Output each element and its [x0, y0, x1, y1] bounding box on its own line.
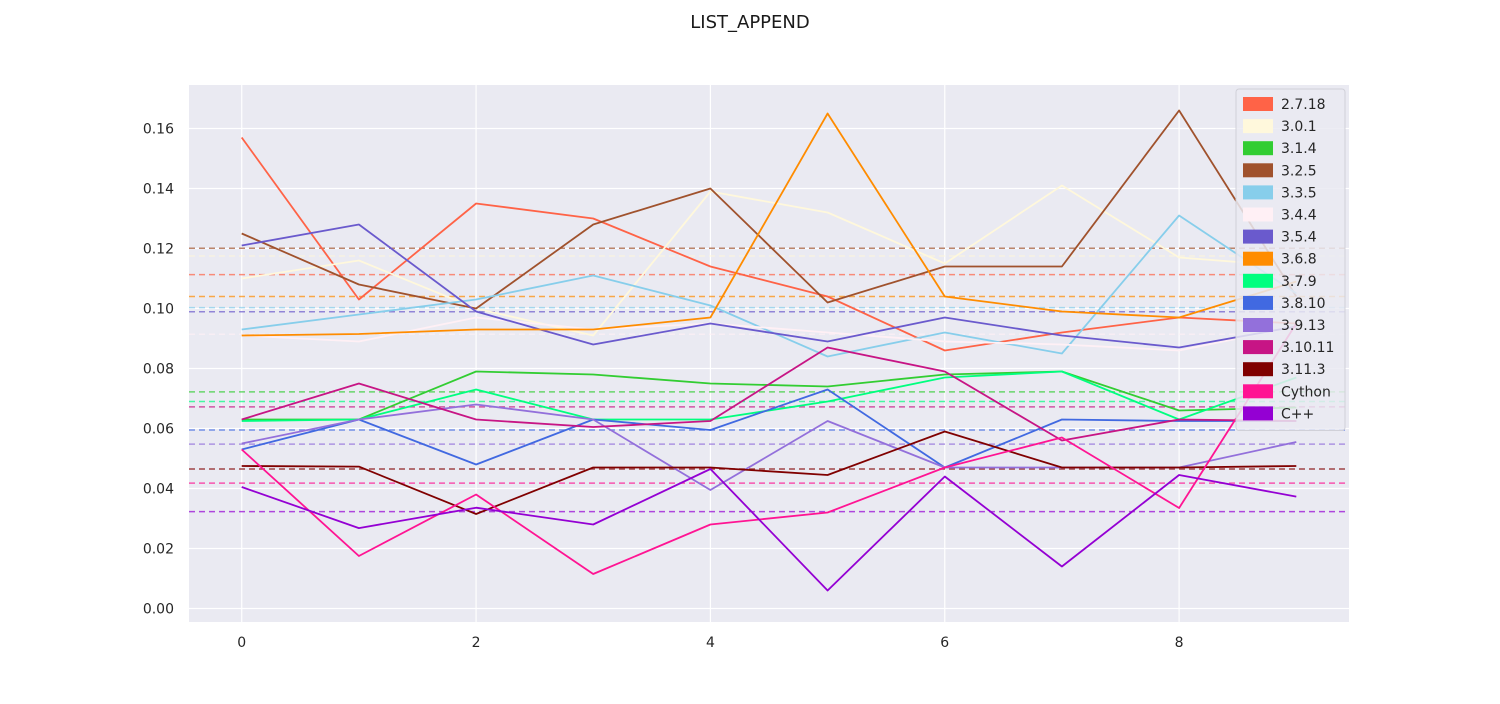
legend-label: 3.1.4 — [1281, 141, 1317, 157]
series-line — [241, 109, 1298, 310]
y-tick-label: 0.06 — [143, 422, 174, 438]
series-line — [241, 214, 1297, 358]
axis-tick-labels: 0 2 4 6 8 0.00 0.02 0.04 0.06 0.08 0.10 0.12 0.14 0.1… — [143, 122, 1184, 652]
series-line — [241, 112, 1297, 337]
legend-swatch — [1243, 318, 1273, 332]
legend-label: 2.7.18 — [1281, 97, 1326, 113]
y-tick-label: 0.16 — [143, 122, 174, 138]
legend: 2.7.18 3.0.1 3.1.4 3.2.5 3.3.5 3.4.4 3.5.4 3.6.… — [1235, 88, 1346, 431]
legend-swatch — [1243, 406, 1273, 421]
legend-label: 3.5.4 — [1281, 230, 1317, 246]
series-line — [241, 316, 1297, 352]
series-line — [240, 136, 1297, 352]
legend-swatch — [1243, 163, 1273, 178]
legend-swatch — [1243, 97, 1273, 111]
legend-label: 3.9.13 — [1281, 318, 1326, 334]
legend-swatch — [1243, 251, 1273, 266]
plot-area — [189, 85, 1349, 622]
legend-label: 3.0.1 — [1281, 119, 1317, 135]
series-line — [241, 223, 1297, 349]
legend-swatch — [1243, 119, 1273, 134]
legend-swatch — [1243, 207, 1273, 222]
legend-label: C++ — [1281, 406, 1314, 422]
x-tick-label: 8 — [1175, 635, 1184, 651]
series-line — [241, 430, 1297, 515]
legend-swatch — [1243, 273, 1273, 288]
y-tick-label: 0.02 — [143, 542, 174, 558]
x-tick-label: 6 — [940, 635, 949, 651]
y-tick-label: 0.04 — [143, 482, 174, 498]
y-tick-label: 0.14 — [143, 182, 174, 198]
y-tick-label: 0.10 — [143, 302, 174, 318]
series-line — [241, 346, 1297, 442]
legend-swatch — [1243, 229, 1273, 244]
x-tick-label: 4 — [706, 635, 715, 651]
legend-swatch — [1243, 295, 1273, 310]
legend-swatch — [1243, 185, 1273, 200]
legend-swatch — [1243, 141, 1273, 156]
legend-label: 3.10.11 — [1281, 340, 1334, 356]
legend-swatch — [1243, 362, 1273, 377]
legend-label: 3.2.5 — [1281, 163, 1317, 179]
y-tick-label: 0.12 — [143, 242, 174, 258]
legend-swatch — [1243, 340, 1273, 355]
x-tick-label: 2 — [472, 635, 481, 651]
y-tick-label: 0.00 — [143, 602, 174, 618]
legend-label: 3.6.8 — [1281, 252, 1317, 268]
x-tick-label: 0 — [237, 635, 246, 651]
legend-label: 3.7.9 — [1281, 274, 1317, 290]
series-line — [241, 468, 1297, 592]
series-line — [241, 388, 1297, 469]
series-lines — [240, 109, 1298, 592]
legend-label: 3.3.5 — [1281, 185, 1317, 201]
series-line — [241, 184, 1297, 337]
legend-label: 3.11.3 — [1281, 362, 1326, 378]
series-line — [241, 323, 1298, 575]
legend-label: 3.4.4 — [1281, 208, 1317, 224]
y-tick-label: 0.08 — [143, 362, 174, 378]
chart-title: LIST_APPEND — [690, 12, 809, 33]
legend-label: 3.8.10 — [1281, 296, 1326, 312]
legend-swatch — [1243, 384, 1273, 399]
legend-label: Cython — [1281, 384, 1331, 400]
